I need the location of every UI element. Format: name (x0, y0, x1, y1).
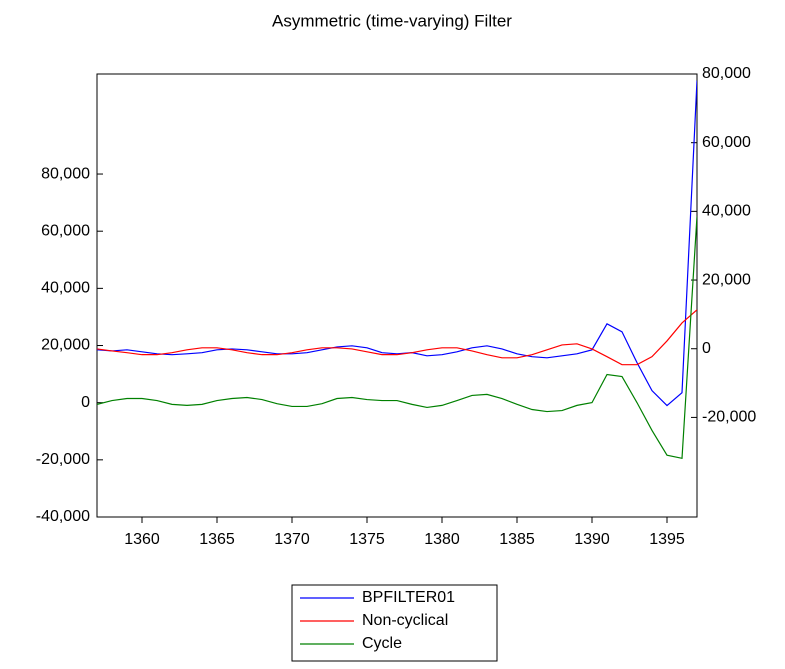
y2-tick-label: 40,000 (702, 203, 751, 220)
y2-tick-label: 60,000 (702, 134, 751, 151)
x-tick-label: 1360 (124, 531, 160, 548)
y-tick-label: -40,000 (36, 508, 90, 525)
series-line (97, 216, 697, 460)
y2-tick-label: -20,000 (702, 409, 756, 426)
y-tick-label: 80,000 (41, 165, 90, 182)
x-tick-label: 1370 (274, 531, 310, 548)
series-line (97, 309, 697, 366)
y2-tick-label: 20,000 (702, 271, 751, 288)
y2-tick-label: 0 (702, 340, 711, 357)
y-tick-label: 40,000 (41, 280, 90, 297)
y2-tick-label: 80,000 (702, 65, 751, 82)
legend-label: BPFILTER01 (362, 589, 455, 606)
x-tick-label: 1380 (424, 531, 460, 548)
y-tick-label: 20,000 (41, 337, 90, 354)
x-tick-label: 1395 (649, 531, 685, 548)
legend-label: Cycle (362, 635, 402, 652)
chart-title: Asymmetric (time-varying) Filter (272, 11, 512, 30)
x-tick-label: 1365 (199, 531, 235, 548)
x-tick-label: 1390 (574, 531, 610, 548)
x-tick-label: 1385 (499, 531, 535, 548)
series-line (97, 80, 697, 407)
legend-label: Non-cyclical (362, 612, 448, 629)
y-tick-label: 0 (81, 394, 90, 411)
x-tick-label: 1375 (349, 531, 385, 548)
y-tick-label: -20,000 (36, 451, 90, 468)
y-tick-label: 60,000 (41, 222, 90, 239)
plot-frame (96, 73, 698, 518)
